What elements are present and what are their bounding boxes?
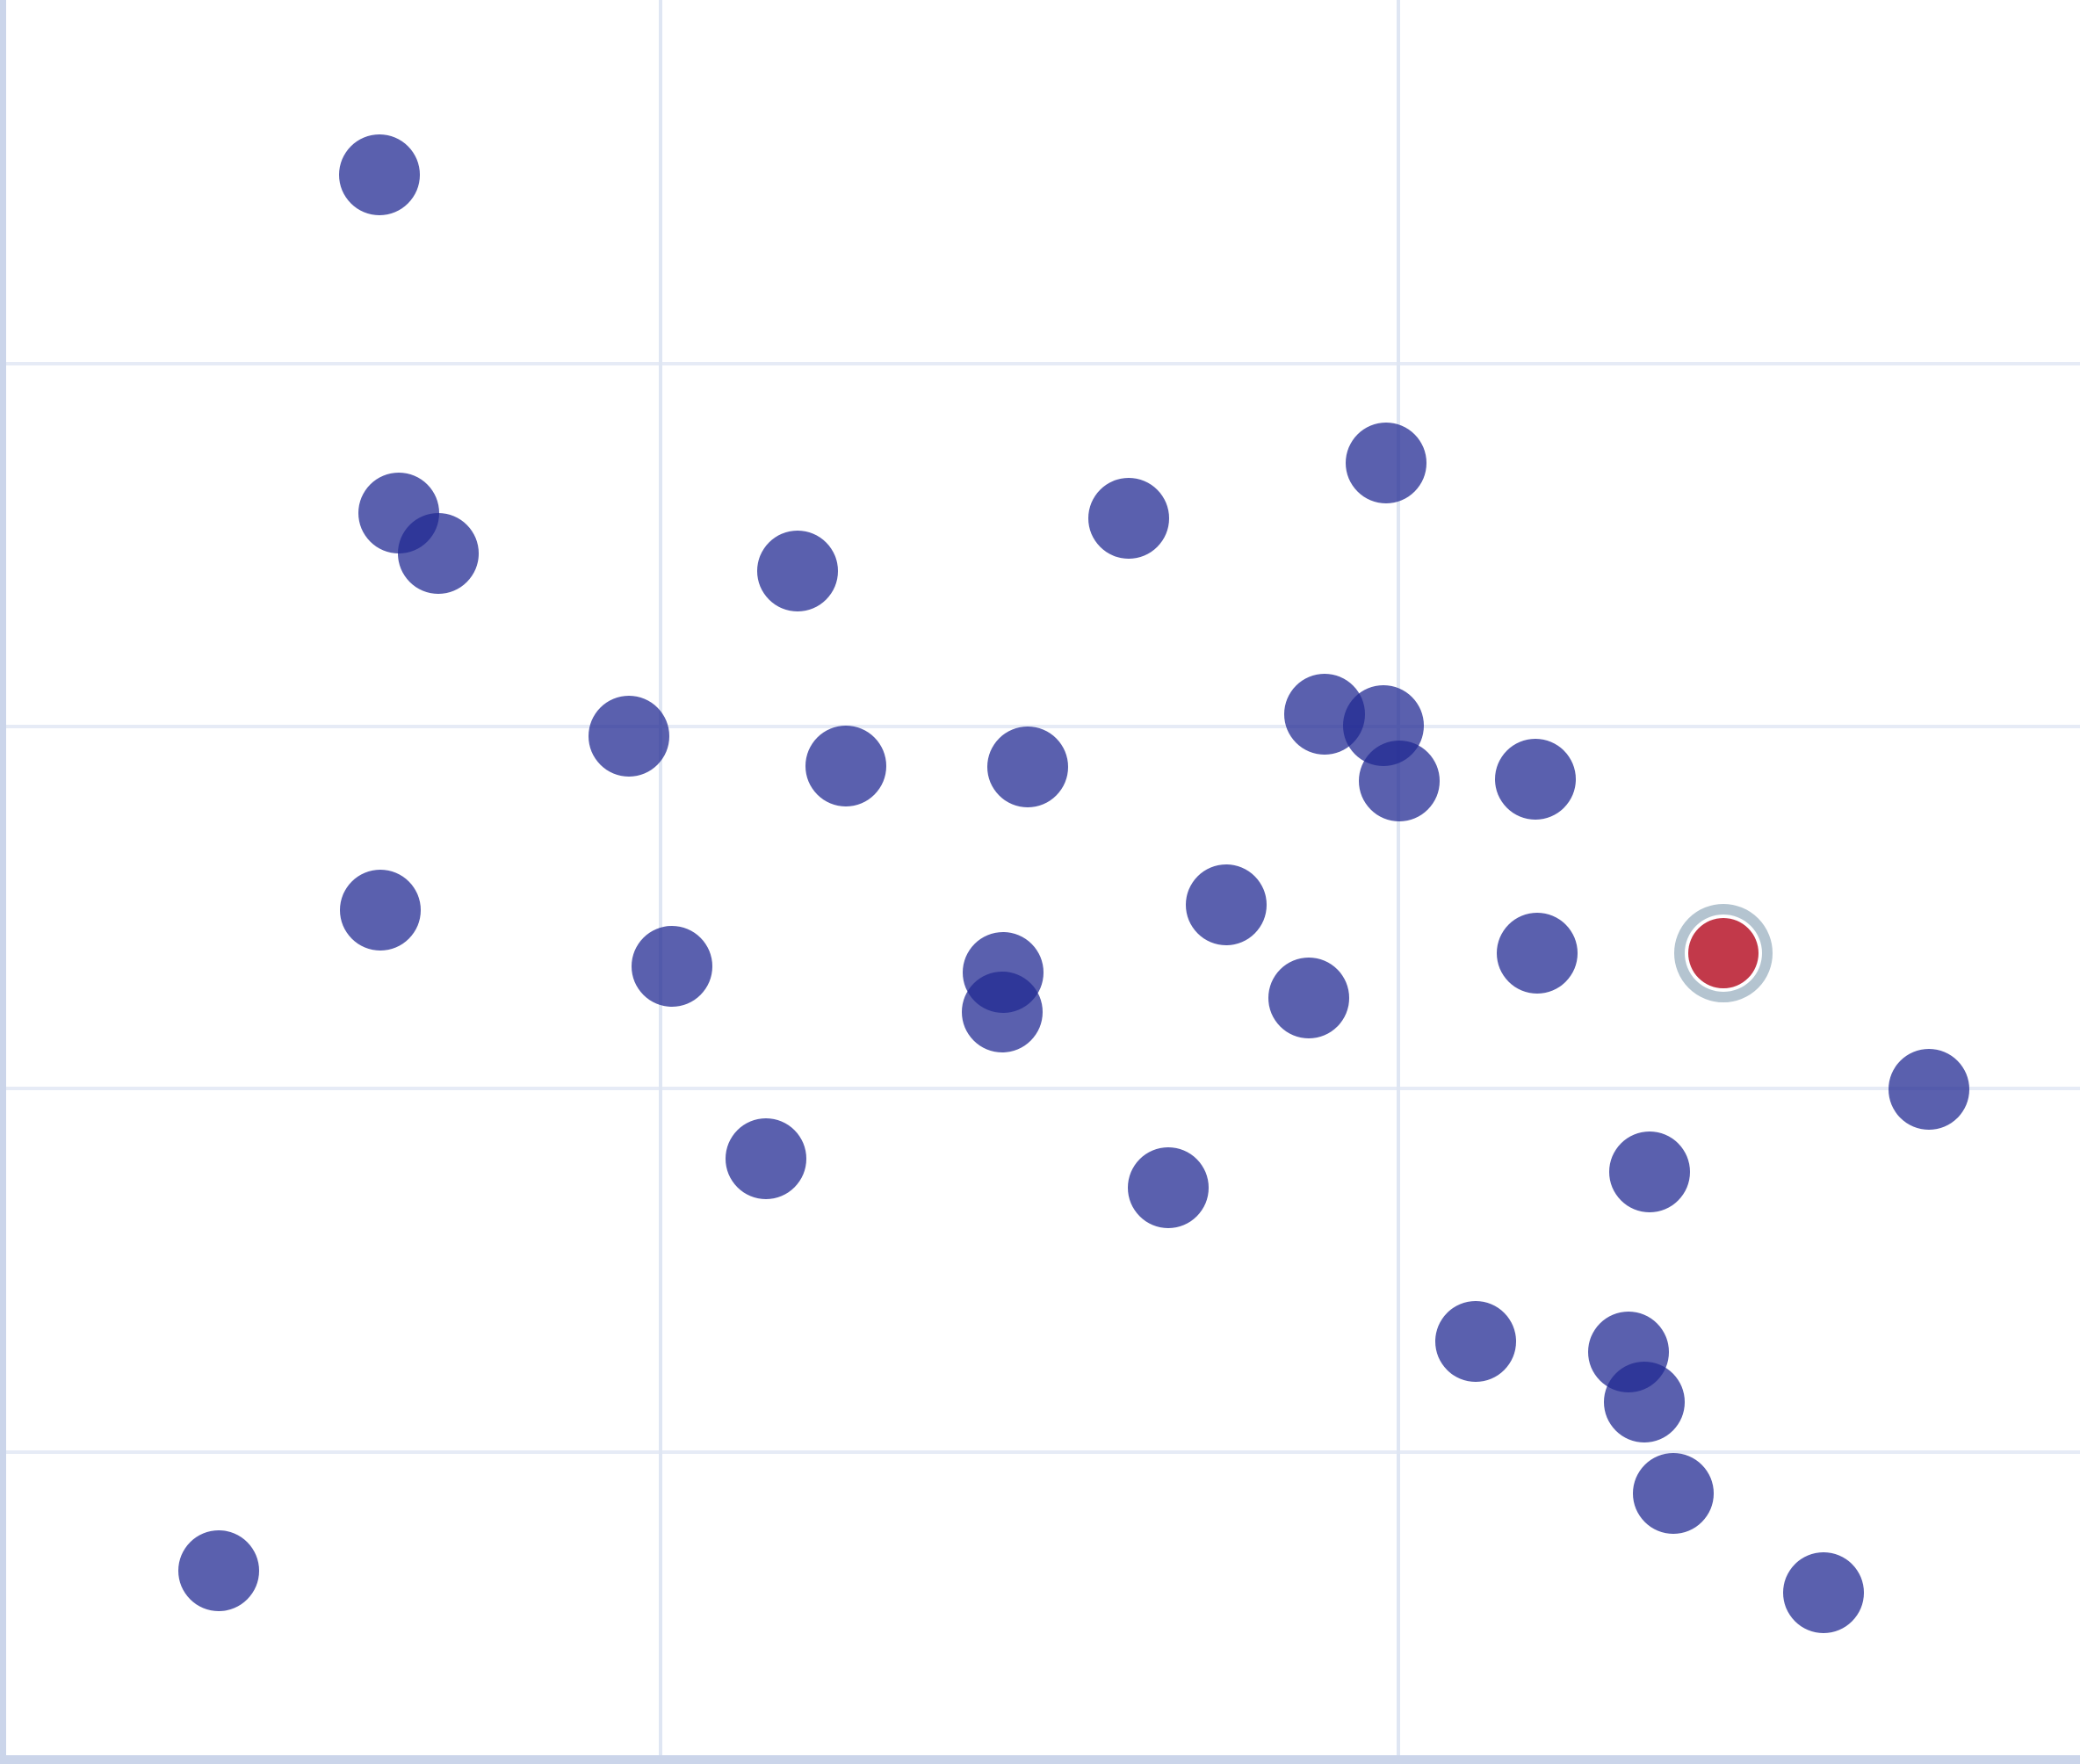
data-point[interactable] bbox=[340, 870, 421, 951]
data-point[interactable] bbox=[962, 972, 1043, 1052]
data-point-layer bbox=[178, 134, 1969, 1633]
data-point[interactable] bbox=[632, 926, 712, 1007]
data-point[interactable] bbox=[339, 134, 420, 215]
x-axis-domain-line bbox=[0, 1755, 2080, 1764]
data-point[interactable] bbox=[1783, 1552, 1864, 1633]
data-point[interactable] bbox=[987, 727, 1068, 807]
data-point[interactable] bbox=[1128, 1147, 1209, 1228]
data-point[interactable] bbox=[398, 513, 479, 594]
data-point[interactable] bbox=[1497, 913, 1578, 994]
data-point[interactable] bbox=[757, 531, 838, 611]
data-point[interactable] bbox=[1268, 958, 1349, 1038]
data-point[interactable] bbox=[726, 1118, 806, 1199]
data-point[interactable] bbox=[1088, 478, 1169, 559]
data-point[interactable] bbox=[1609, 1131, 1690, 1212]
data-point[interactable] bbox=[1889, 1049, 1969, 1130]
data-point[interactable] bbox=[1604, 1362, 1685, 1442]
data-point[interactable] bbox=[589, 696, 669, 777]
data-point[interactable] bbox=[178, 1530, 259, 1611]
highlighted-point-group bbox=[1674, 904, 1773, 1002]
data-point[interactable] bbox=[805, 726, 886, 806]
data-point[interactable] bbox=[1495, 739, 1576, 820]
data-point[interactable] bbox=[1359, 741, 1440, 821]
data-point[interactable] bbox=[1633, 1453, 1714, 1534]
data-point[interactable] bbox=[1435, 1301, 1516, 1382]
y-axis-domain-line bbox=[0, 0, 6, 1764]
data-point[interactable] bbox=[1186, 864, 1267, 945]
data-point[interactable] bbox=[1346, 423, 1426, 503]
highlighted-data-point[interactable] bbox=[1688, 918, 1759, 988]
